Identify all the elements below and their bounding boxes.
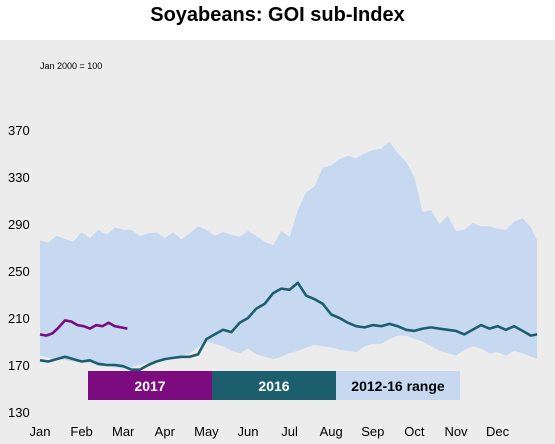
range-area-2012-16 bbox=[40, 141, 538, 369]
x-tick-label-mar: Mar bbox=[112, 424, 135, 439]
x-tick-label-feb: Feb bbox=[70, 424, 92, 439]
legend-item-2016: 2016 bbox=[212, 371, 336, 400]
y-tick-label-290: 290 bbox=[8, 217, 30, 232]
legend-label-2017: 2017 bbox=[134, 377, 166, 394]
series-line-2016 bbox=[39, 281, 538, 372]
x-tick-label-oct: Oct bbox=[404, 424, 425, 439]
x-tick-label-jan: Jan bbox=[30, 424, 51, 439]
legend-label-2016: 2016 bbox=[258, 377, 290, 394]
x-tick-label-nov: Nov bbox=[444, 424, 468, 439]
y-tick-label-130: 130 bbox=[8, 405, 30, 420]
x-tick-label-jul: Jul bbox=[281, 424, 298, 439]
y-tick-label-250: 250 bbox=[8, 264, 30, 279]
x-tick-label-apr: Apr bbox=[155, 424, 176, 439]
x-tick-label-aug: Aug bbox=[320, 424, 343, 439]
index-base-note: Jan 2000 = 100 bbox=[40, 61, 103, 71]
legend-item-2017: 2017 bbox=[88, 371, 212, 400]
y-tick-label-370: 370 bbox=[8, 123, 30, 138]
y-tick-label-210: 210 bbox=[8, 311, 30, 326]
x-tick-label-may: May bbox=[194, 424, 219, 439]
chart-title: Soyabeans: GOI sub-Index bbox=[150, 4, 405, 26]
y-tick-label-330: 330 bbox=[8, 170, 30, 185]
legend-item-range: 2012-16 range bbox=[336, 371, 460, 400]
legend-label-range: 2012-16 range bbox=[351, 377, 445, 394]
y-tick-label-170: 170 bbox=[8, 358, 30, 373]
x-tick-label-jun: Jun bbox=[238, 424, 259, 439]
series-line-2017 bbox=[39, 319, 128, 337]
x-tick-label-dec: Dec bbox=[486, 424, 510, 439]
x-tick-label-sep: Sep bbox=[361, 424, 384, 439]
